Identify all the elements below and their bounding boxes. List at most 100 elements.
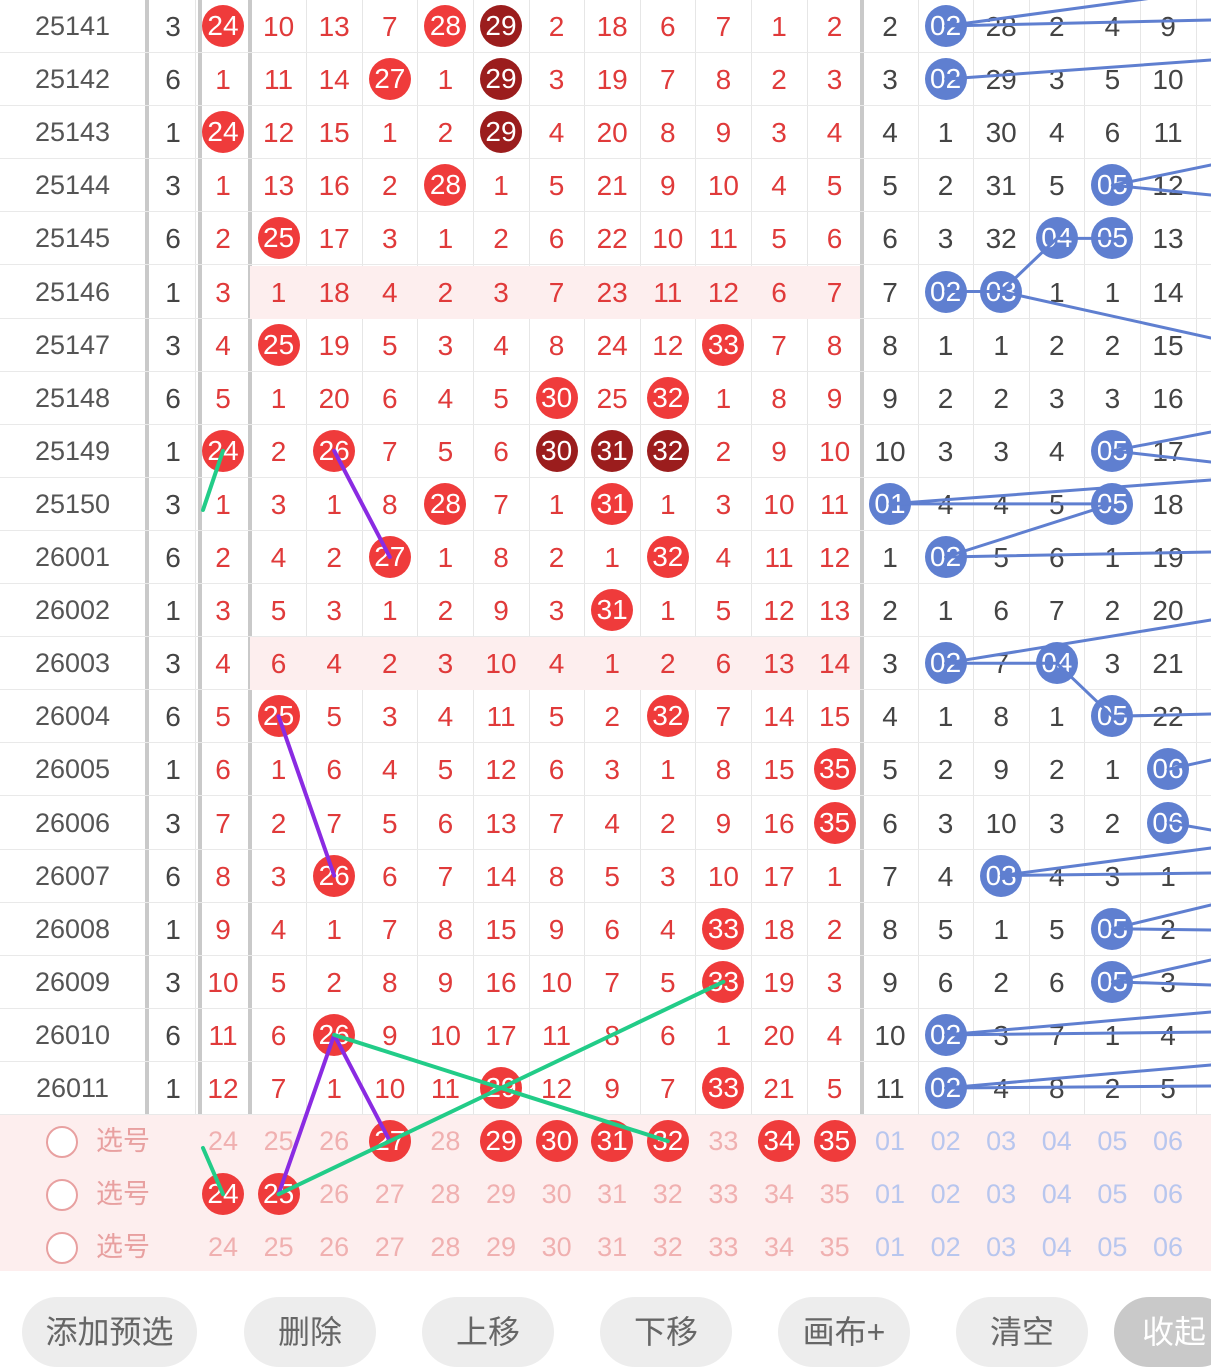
collapse-button[interactable]: 收起: [1114, 1297, 1211, 1367]
red-miss-cell: 4: [270, 542, 287, 573]
add-preselect-button[interactable]: 添加预选: [22, 1297, 197, 1367]
selected-red-ball[interactable]: 30: [535, 1120, 578, 1163]
select-red-number[interactable]: 32: [652, 1232, 683, 1263]
select-red-number[interactable]: 32: [652, 1179, 683, 1210]
red-miss-cell: 7: [660, 64, 676, 96]
selected-red-ball[interactable]: 31: [591, 1120, 634, 1163]
select-red-number[interactable]: 26: [319, 1179, 350, 1210]
selected-red-ball[interactable]: 24: [202, 1173, 244, 1216]
red-miss-cell: 3: [660, 860, 676, 892]
table-row: 26002 1 3 5 3 1 2 9 3 31 1 5 12 13 2 1 6 7 2 20: [0, 584, 1211, 638]
select-blue-number[interactable]: 05: [1097, 1232, 1128, 1263]
select-blue-number[interactable]: 03: [986, 1179, 1017, 1210]
red-miss-cell: 8: [437, 913, 454, 945]
select-red-number[interactable]: 29: [485, 1232, 517, 1263]
blue-miss-cell: 9: [882, 966, 898, 998]
select-blue-number[interactable]: 03: [986, 1126, 1017, 1157]
red-miss-cell: 1: [270, 276, 287, 308]
select-red-number[interactable]: 26: [319, 1232, 350, 1263]
select-blue-number[interactable]: 06: [1152, 1126, 1184, 1157]
select-radio[interactable]: [46, 1126, 78, 1159]
selected-red-ball[interactable]: 29: [480, 1120, 522, 1163]
select-red-number[interactable]: 29: [485, 1179, 517, 1210]
select-red-number[interactable]: 31: [597, 1232, 628, 1263]
clear-button[interactable]: 清空: [956, 1297, 1088, 1367]
move-up-button[interactable]: 上移: [422, 1297, 554, 1367]
select-red-number[interactable]: 33: [708, 1126, 739, 1157]
select-red-number[interactable]: 34: [763, 1232, 795, 1263]
table-row: 26010 6 11 6 26 9 10 17 11 8 6 1 20 4 10 02 3 7 1 4: [0, 1009, 1211, 1062]
red-miss-cell: 5: [826, 1073, 843, 1104]
select-blue-number[interactable]: 02: [930, 1179, 961, 1210]
select-blue-number[interactable]: 03: [986, 1232, 1017, 1263]
blue-ball: 05: [1091, 482, 1134, 525]
select-blue-number[interactable]: 04: [1041, 1232, 1072, 1263]
select-red-number[interactable]: 28: [430, 1232, 461, 1263]
selected-red-ball[interactable]: 27: [368, 1120, 411, 1163]
select-blue-number[interactable]: 04: [1041, 1126, 1072, 1157]
selected-red-ball[interactable]: 25: [257, 1173, 300, 1216]
select-blue-number[interactable]: 06: [1152, 1179, 1184, 1210]
table-row: 25150 3 1 3 1 8 28 7 1 31 1 3 10 11 01 4 4 5 05 18: [0, 478, 1211, 531]
select-red-number[interactable]: 33: [708, 1179, 739, 1210]
table-row: 25144 3 1 13 16 2 28 1 5 21 9 10 4 5 5 2 31 5 05 12: [0, 159, 1211, 213]
red-miss-cell: 4: [826, 1019, 843, 1051]
red-miss-cell: 6: [548, 223, 565, 255]
select-red-number[interactable]: 28: [430, 1179, 461, 1210]
select-blue-number[interactable]: 01: [874, 1179, 906, 1210]
select-red-number[interactable]: 27: [374, 1179, 405, 1210]
select-red-number[interactable]: 28: [430, 1126, 461, 1157]
select-red-number[interactable]: 31: [597, 1179, 628, 1210]
blue-miss-cell: 2: [1104, 595, 1121, 627]
select-red-number[interactable]: 25: [263, 1232, 294, 1263]
select-radio[interactable]: [46, 1179, 78, 1212]
red-miss-cell: 8: [715, 64, 732, 96]
red-miss-cell: 6: [826, 223, 843, 255]
select-red-number[interactable]: 33: [708, 1232, 739, 1263]
red-miss-cell: 9: [437, 966, 454, 998]
select-red-number[interactable]: 30: [541, 1232, 572, 1263]
select-blue-number[interactable]: 02: [930, 1126, 961, 1157]
red-miss-cell: 24: [596, 329, 628, 361]
red-miss-cell: 4: [715, 542, 732, 573]
select-red-number[interactable]: 35: [819, 1179, 850, 1210]
select-blue-number[interactable]: 01: [874, 1126, 906, 1157]
selected-red-ball[interactable]: 35: [813, 1120, 856, 1163]
select-blue-number[interactable]: 01: [874, 1232, 906, 1263]
select-red-number[interactable]: 26: [319, 1126, 350, 1157]
blue-miss-cell: 13: [1152, 223, 1184, 255]
red-miss-cell: 6: [660, 11, 676, 42]
select-blue-number[interactable]: 06: [1152, 1232, 1184, 1263]
blue-ball: 05: [1091, 164, 1134, 207]
select-red-number[interactable]: 24: [207, 1126, 239, 1157]
red-miss-cell: 16: [318, 170, 350, 202]
red-miss-cell: 2: [270, 807, 287, 839]
group-cell: 6: [165, 382, 181, 414]
blue-miss-cell: 1: [1104, 1019, 1121, 1051]
select-blue-number[interactable]: 05: [1097, 1179, 1128, 1210]
select-red-number[interactable]: 30: [541, 1179, 572, 1210]
red-miss-cell: 8: [771, 382, 787, 414]
select-red-number[interactable]: 24: [207, 1232, 239, 1263]
move-down-button[interactable]: 下移: [600, 1297, 732, 1367]
canvas-plus-button[interactable]: 画布+: [778, 1297, 910, 1367]
select-red-number[interactable]: 27: [374, 1232, 405, 1263]
selected-red-ball[interactable]: 34: [758, 1120, 800, 1163]
select-blue-number[interactable]: 04: [1041, 1179, 1072, 1210]
select-red-number[interactable]: 34: [763, 1179, 795, 1210]
select-red-number[interactable]: 25: [263, 1126, 294, 1157]
select-blue-number[interactable]: 05: [1097, 1126, 1128, 1157]
select-blue-number[interactable]: 02: [930, 1232, 961, 1263]
blue-ball: 02: [924, 270, 967, 313]
select-radio[interactable]: [46, 1232, 78, 1265]
red-ball: 35: [813, 748, 856, 791]
blue-miss-cell: 5: [1049, 170, 1065, 202]
red-miss-cell: 3: [437, 648, 454, 680]
select-red-number[interactable]: 35: [819, 1232, 850, 1263]
delete-button[interactable]: 删除: [244, 1297, 376, 1367]
red-miss-cell: 2: [826, 913, 843, 945]
blue-ball: 05: [1091, 960, 1134, 1003]
red-ball: 32: [646, 376, 689, 419]
red-miss-cell: 9: [493, 595, 509, 627]
selected-red-ball[interactable]: 32: [646, 1120, 689, 1163]
